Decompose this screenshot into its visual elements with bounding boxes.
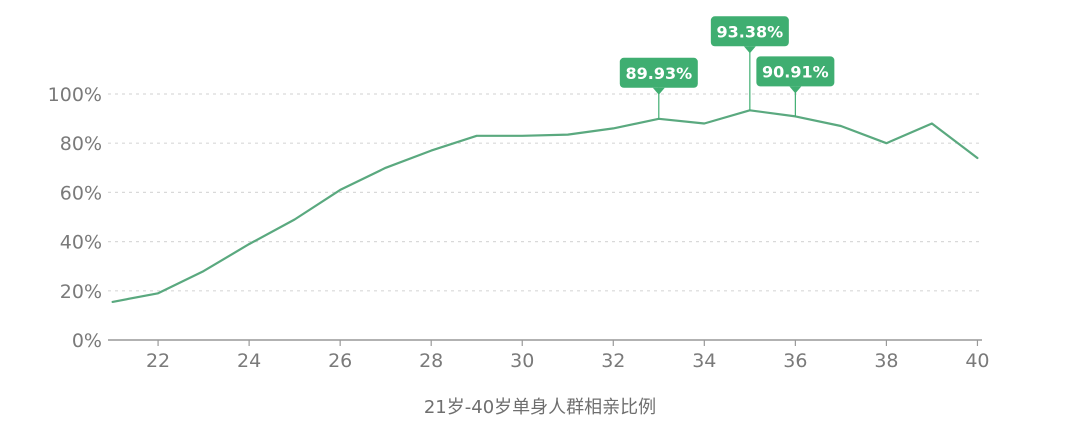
- x-tick-label: 38: [874, 350, 898, 372]
- y-tick-label: 20%: [60, 281, 102, 303]
- x-tick-label: 36: [783, 350, 807, 372]
- callout-pointer: [743, 46, 756, 54]
- x-axis-title: 21岁-40岁单身人群相亲比例: [424, 397, 656, 418]
- data-label: 89.93%: [625, 64, 692, 83]
- x-tick-label: 32: [601, 350, 625, 372]
- x-tick-label: 40: [965, 350, 989, 372]
- y-tick-label: 100%: [48, 84, 102, 106]
- data-label: 93.38%: [717, 22, 784, 41]
- callout-box: [756, 56, 835, 87]
- y-tick-label: 0%: [72, 330, 102, 352]
- callout-layer: 89.93% 93.38% 90.91%: [619, 16, 835, 119]
- callout-pointer: [652, 87, 665, 95]
- axis-layer: 0% 20% 40% 60% 80% 100% 22 24 26 28 30 32 34 36 38 40: [48, 84, 990, 372]
- grid-layer: [108, 93, 982, 292]
- callout-box: [619, 57, 698, 88]
- x-tick-label: 30: [510, 350, 534, 372]
- callout-pointer: [789, 86, 802, 94]
- y-tick-label: 40%: [60, 232, 102, 254]
- y-tick-label: 80%: [60, 133, 102, 155]
- x-tick-label: 24: [237, 350, 261, 372]
- x-tick-label: 22: [146, 350, 170, 372]
- data-label: 90.91%: [762, 62, 829, 81]
- series-line: [111, 109, 979, 303]
- y-tick-label: 60%: [60, 182, 102, 204]
- x-tick-label: 28: [419, 350, 443, 372]
- series-layer: [111, 109, 979, 303]
- x-tick-label: 26: [328, 350, 352, 372]
- callout-box: [710, 16, 789, 47]
- x-tick-label: 34: [692, 350, 716, 372]
